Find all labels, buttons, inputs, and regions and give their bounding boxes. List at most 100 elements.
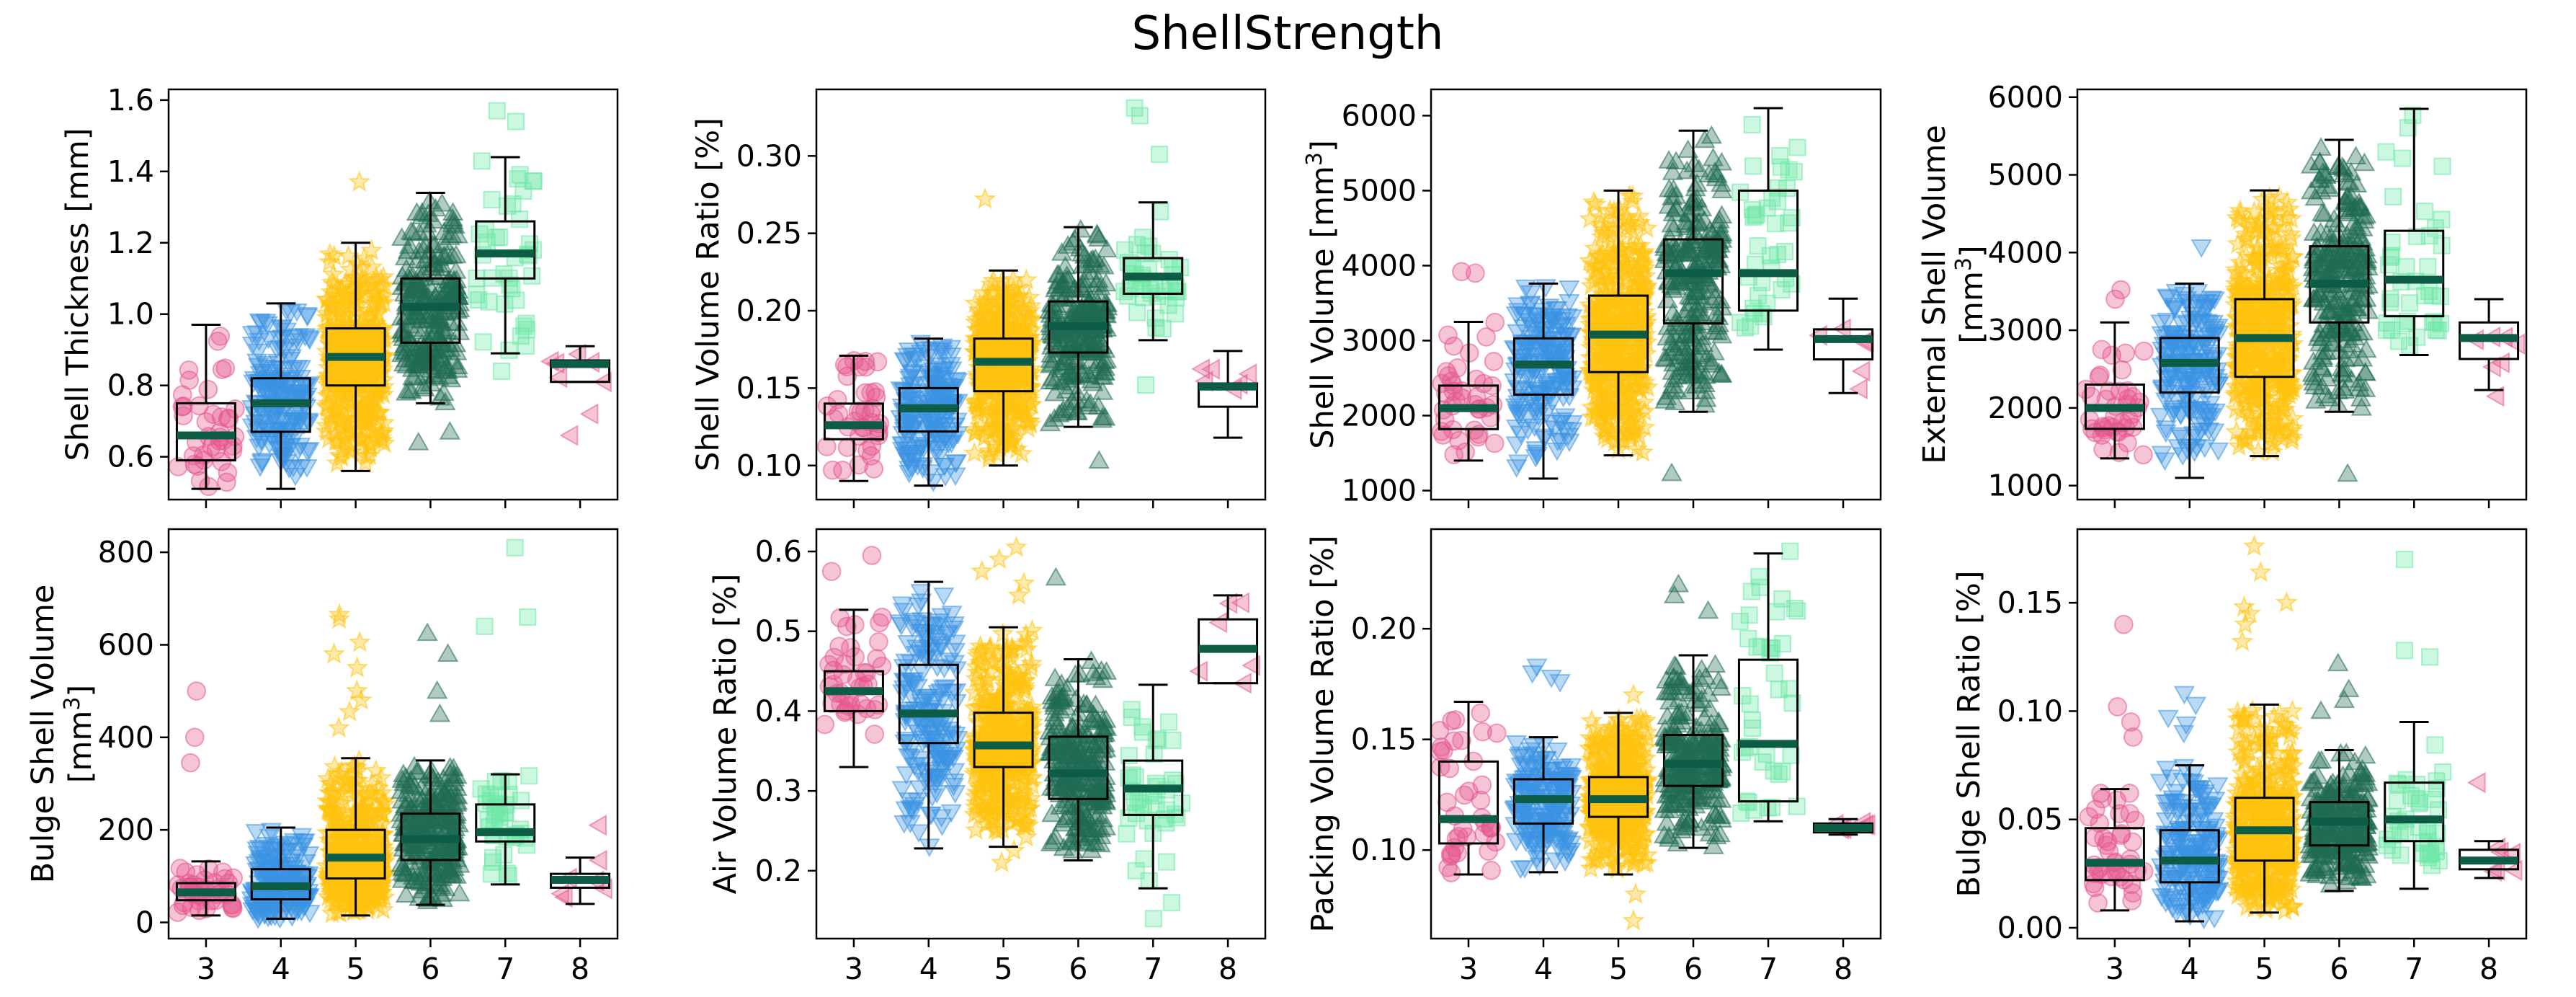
data-point <box>1619 235 1642 257</box>
data-point <box>499 197 517 216</box>
box-7 <box>475 156 536 355</box>
data-point <box>1484 433 1505 453</box>
data-point <box>500 786 518 804</box>
data-point <box>1001 319 1024 341</box>
data-point <box>1675 214 1697 234</box>
outlier-point <box>507 112 525 130</box>
outlier-point <box>476 617 494 635</box>
y-axis-label: Shell Volume Ratio [%] <box>690 118 726 471</box>
data-point <box>393 283 416 302</box>
data-point <box>822 460 842 480</box>
y-tick-label: 1.6 <box>107 83 154 118</box>
data-point <box>1128 303 1146 322</box>
data-point <box>1749 237 1767 255</box>
data-point <box>1160 250 1178 269</box>
data-point <box>933 457 955 477</box>
data-point <box>1094 361 1116 381</box>
y-tick-label: 3000 <box>1988 313 2063 347</box>
data-point <box>411 281 432 301</box>
data-point <box>1695 380 1716 399</box>
data-point <box>866 387 886 407</box>
outlier-point <box>1661 462 1683 482</box>
data-point <box>1662 279 1684 298</box>
data-point <box>902 364 924 383</box>
data-point <box>1522 317 1543 336</box>
data-point <box>940 347 963 366</box>
data-point <box>1052 275 1074 293</box>
data-point <box>1743 116 1761 134</box>
data-point <box>1554 408 1576 427</box>
data-point <box>339 257 362 280</box>
data-point <box>891 436 913 456</box>
outlier-point <box>408 431 429 451</box>
data-point <box>1670 239 1692 258</box>
data-point <box>279 351 301 371</box>
outlier-point <box>345 656 369 678</box>
y-tick-label: 2000 <box>1988 391 2063 425</box>
data-point <box>325 366 348 389</box>
data-point <box>368 329 391 350</box>
data-point <box>1579 274 1603 296</box>
data-point <box>480 293 498 311</box>
data-point <box>1665 151 1687 169</box>
data-point <box>896 347 919 367</box>
y-tick-label: 1.4 <box>107 154 154 189</box>
y-tick-label: 1.2 <box>107 226 154 260</box>
data-point <box>1584 369 1607 391</box>
data-point <box>931 435 953 453</box>
outlier-point <box>1126 99 1144 117</box>
data-point <box>1670 272 1692 291</box>
data-point <box>1055 285 1077 304</box>
data-point <box>183 446 203 466</box>
axes-frame <box>167 88 619 501</box>
data-point <box>483 190 501 209</box>
data-point <box>320 327 343 350</box>
data-point <box>523 267 541 285</box>
data-point <box>1476 327 1496 347</box>
data-point <box>932 345 953 364</box>
data-point <box>1634 342 1657 364</box>
data-point <box>1060 362 1082 381</box>
data-point <box>1069 237 1091 257</box>
data-point <box>476 221 494 239</box>
box-5 <box>325 242 386 472</box>
data-point <box>816 437 837 456</box>
data-point <box>2419 257 2437 276</box>
data-point <box>1695 347 1717 367</box>
data-point <box>1048 270 1069 290</box>
data-point <box>1655 386 1677 405</box>
data-point <box>981 296 1004 318</box>
data-point <box>486 798 504 816</box>
data-point <box>909 439 930 458</box>
outlier-point <box>492 362 511 380</box>
data-point <box>2134 341 2154 361</box>
outlier-point <box>439 420 461 440</box>
data-point <box>1677 139 1699 159</box>
box-3 <box>175 324 236 490</box>
data-point <box>1467 387 1487 407</box>
data-point <box>362 355 385 377</box>
data-point <box>330 278 353 300</box>
data-point <box>924 374 946 394</box>
data-point <box>1051 242 1073 261</box>
data-point <box>1514 306 1536 325</box>
data-point <box>2416 203 2434 221</box>
data-point <box>1510 404 1533 423</box>
data-point <box>2345 146 2367 164</box>
data-point <box>978 446 1001 469</box>
data-point <box>286 303 308 322</box>
data-point <box>1070 218 1092 238</box>
figure-title: ShellStrength <box>1132 7 1444 61</box>
data-point <box>1621 302 1644 324</box>
data-point <box>196 412 216 432</box>
data-point <box>1630 335 1654 358</box>
data-point <box>2207 442 2229 461</box>
data-point <box>1701 290 1723 309</box>
outlier-point <box>1452 262 1471 282</box>
data-point <box>218 463 238 482</box>
data-point <box>588 849 607 872</box>
data-point <box>1619 426 1643 448</box>
data-point <box>1582 190 1605 213</box>
data-point <box>1708 362 1730 381</box>
